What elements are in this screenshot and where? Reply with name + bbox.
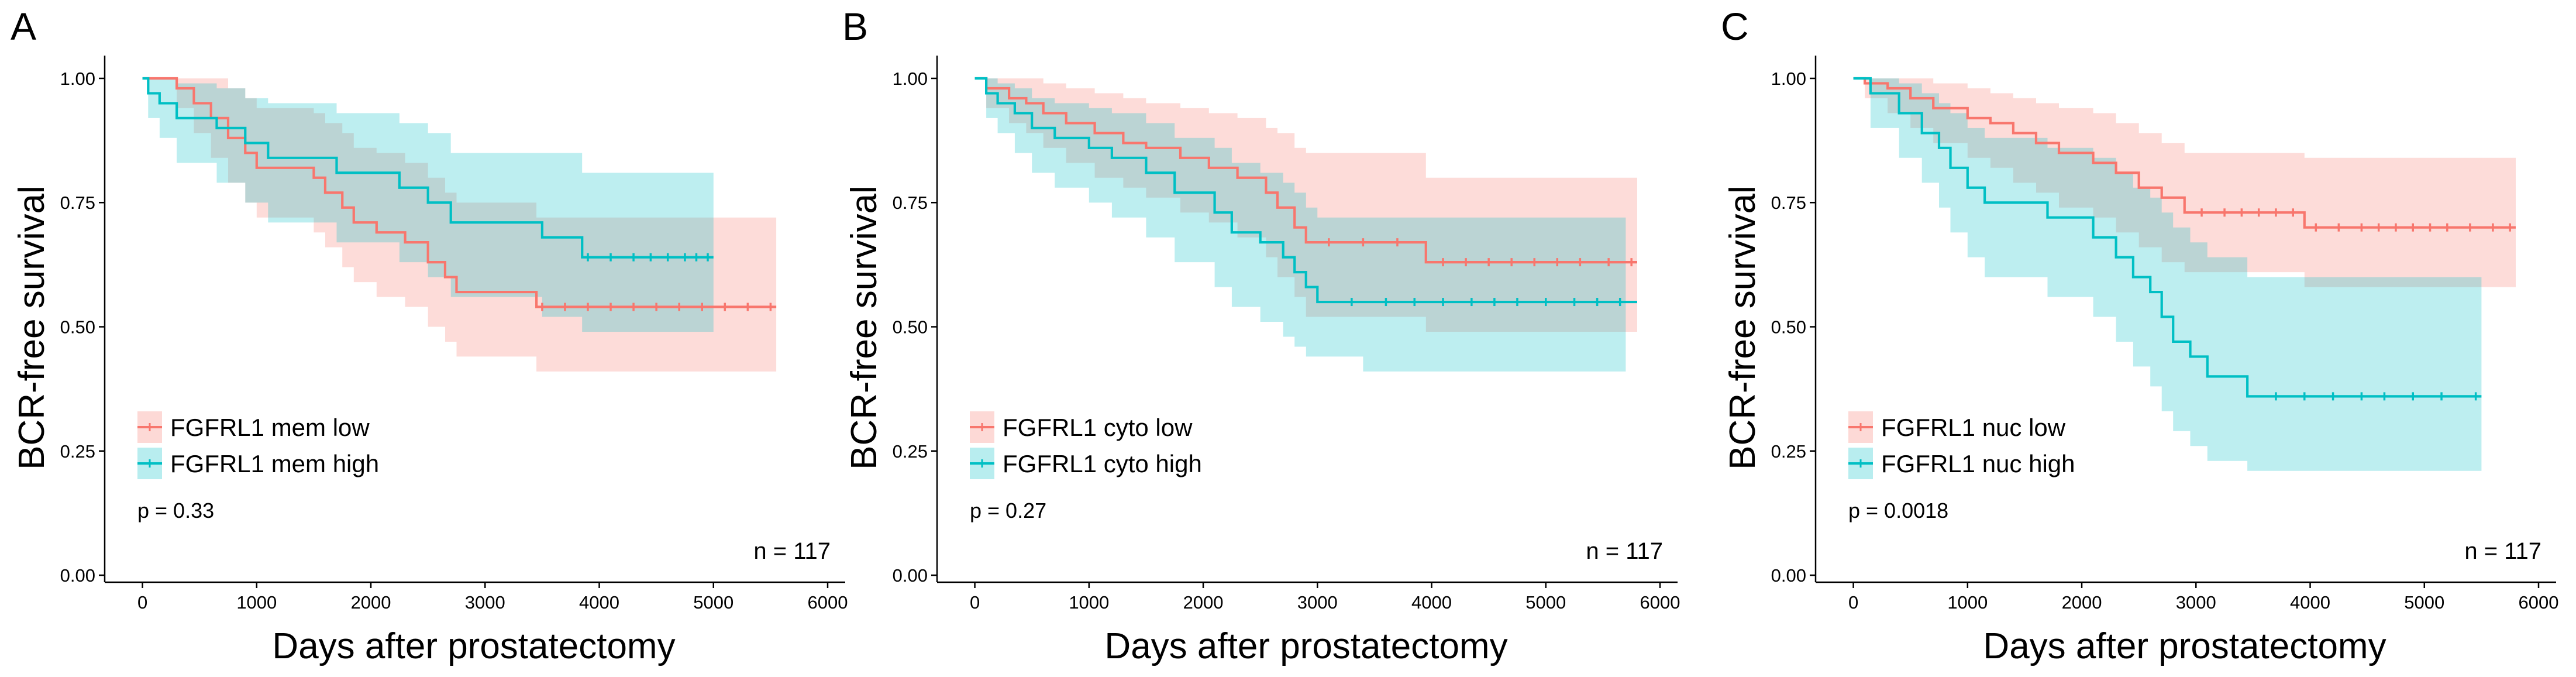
- y-axis-title: BCR-free survival: [844, 185, 884, 470]
- x-tick-label: 4000: [2290, 592, 2330, 613]
- panel-c: C 0.00 0.25 0.50 0.75 1.00 0 1000 2000 3000 4000 50…: [1721, 5, 2558, 666]
- x-tick-label: 2000: [351, 592, 391, 613]
- x-tick-label: 6000: [808, 592, 848, 613]
- y-tick-label: 0.50: [893, 317, 928, 337]
- legend-label: FGFRL1 nuc low: [1881, 414, 2066, 441]
- x-tick-label: 4000: [1411, 592, 1452, 613]
- legend-label: FGFRL1 mem low: [170, 414, 370, 441]
- ci-band-low: [1853, 78, 2516, 287]
- x-tick-label: 5000: [1525, 592, 1566, 613]
- y-axis-title: BCR-free survival: [1723, 185, 1763, 470]
- p-value: p = 0.0018: [1848, 499, 1948, 523]
- x-tick-label: 1000: [236, 592, 277, 613]
- sample-size: n = 117: [753, 538, 831, 564]
- x-tick-label: 5000: [693, 592, 733, 613]
- survival-line-low: [974, 77, 1637, 264]
- y-tick-label: 1.00: [60, 68, 95, 89]
- x-tick-label: 2000: [1183, 592, 1224, 613]
- y-axis-title: BCR-free survival: [12, 185, 52, 470]
- x-tick-label: 6000: [1640, 592, 1680, 613]
- y-tick-label: 0.25: [893, 441, 928, 462]
- x-axis-title: Days after prostatectomy: [1104, 626, 1507, 666]
- y-tick-label: 0.00: [893, 565, 928, 586]
- ci-band-high: [974, 78, 1626, 372]
- panel-letter: B: [842, 5, 868, 48]
- y-tick-label: 0.75: [1771, 193, 1806, 213]
- x-axis-title: Days after prostatectomy: [272, 626, 675, 666]
- survival-line-low: [1853, 77, 2516, 229]
- x-axis-title: Days after prostatectomy: [1983, 626, 2386, 666]
- panel-letter: A: [11, 5, 36, 48]
- x-tick-label: 4000: [579, 592, 619, 613]
- y-tick-label: 0.50: [1771, 317, 1806, 337]
- y-tick-label: 1.00: [1771, 68, 1806, 89]
- survival-line-low: [142, 77, 777, 308]
- ci-band-high: [1853, 78, 2482, 471]
- x-tick-label: 0: [970, 592, 980, 613]
- x-tick-label: 1000: [1069, 592, 1109, 613]
- survival-line-high: [974, 77, 1637, 304]
- x-tick-label: 3000: [465, 592, 505, 613]
- panel-b: B 0.00 0.25 0.50 0.75 1.00 0 1000 2000 3000 4000 50…: [842, 5, 1680, 666]
- legend-label: FGFRL1 nuc high: [1881, 450, 2075, 477]
- sample-size: n = 117: [1586, 538, 1663, 564]
- ci-band-high: [142, 78, 714, 332]
- y-tick-label: 0.25: [60, 441, 95, 462]
- panel-a: A 0.00 0.25 0.50 0.75 1.00 0 1000 2000 3000 4000 50…: [11, 5, 848, 666]
- x-tick-label: 3000: [2176, 592, 2216, 613]
- x-tick-label: 5000: [2404, 592, 2444, 613]
- x-tick-label: 0: [137, 592, 147, 613]
- y-tick-label: 1.00: [893, 68, 928, 89]
- sample-size: n = 117: [2464, 538, 2541, 564]
- legend-label: FGFRL1 cyto high: [1003, 450, 1202, 477]
- y-tick-label: 0.00: [1771, 565, 1806, 586]
- legend-label: FGFRL1 mem high: [170, 450, 379, 477]
- x-tick-label: 1000: [1947, 592, 1988, 613]
- y-tick-label: 0.25: [1771, 441, 1806, 462]
- y-tick-label: 0.75: [60, 193, 95, 213]
- survival-line-high: [1853, 77, 2482, 398]
- x-tick-label: 0: [1848, 592, 1858, 613]
- y-tick-label: 0.50: [60, 317, 95, 337]
- y-tick-label: 0.00: [60, 565, 95, 586]
- x-tick-label: 2000: [2062, 592, 2102, 613]
- p-value: p = 0.27: [970, 499, 1046, 523]
- ci-band-low: [142, 78, 777, 372]
- x-tick-label: 3000: [1297, 592, 1338, 613]
- survival-line-high: [142, 77, 714, 259]
- p-value: p = 0.33: [137, 499, 214, 523]
- panel-letter: C: [1721, 5, 1749, 48]
- x-tick-label: 6000: [2519, 592, 2559, 613]
- y-tick-label: 0.75: [893, 193, 928, 213]
- legend-label: FGFRL1 cyto low: [1003, 414, 1193, 441]
